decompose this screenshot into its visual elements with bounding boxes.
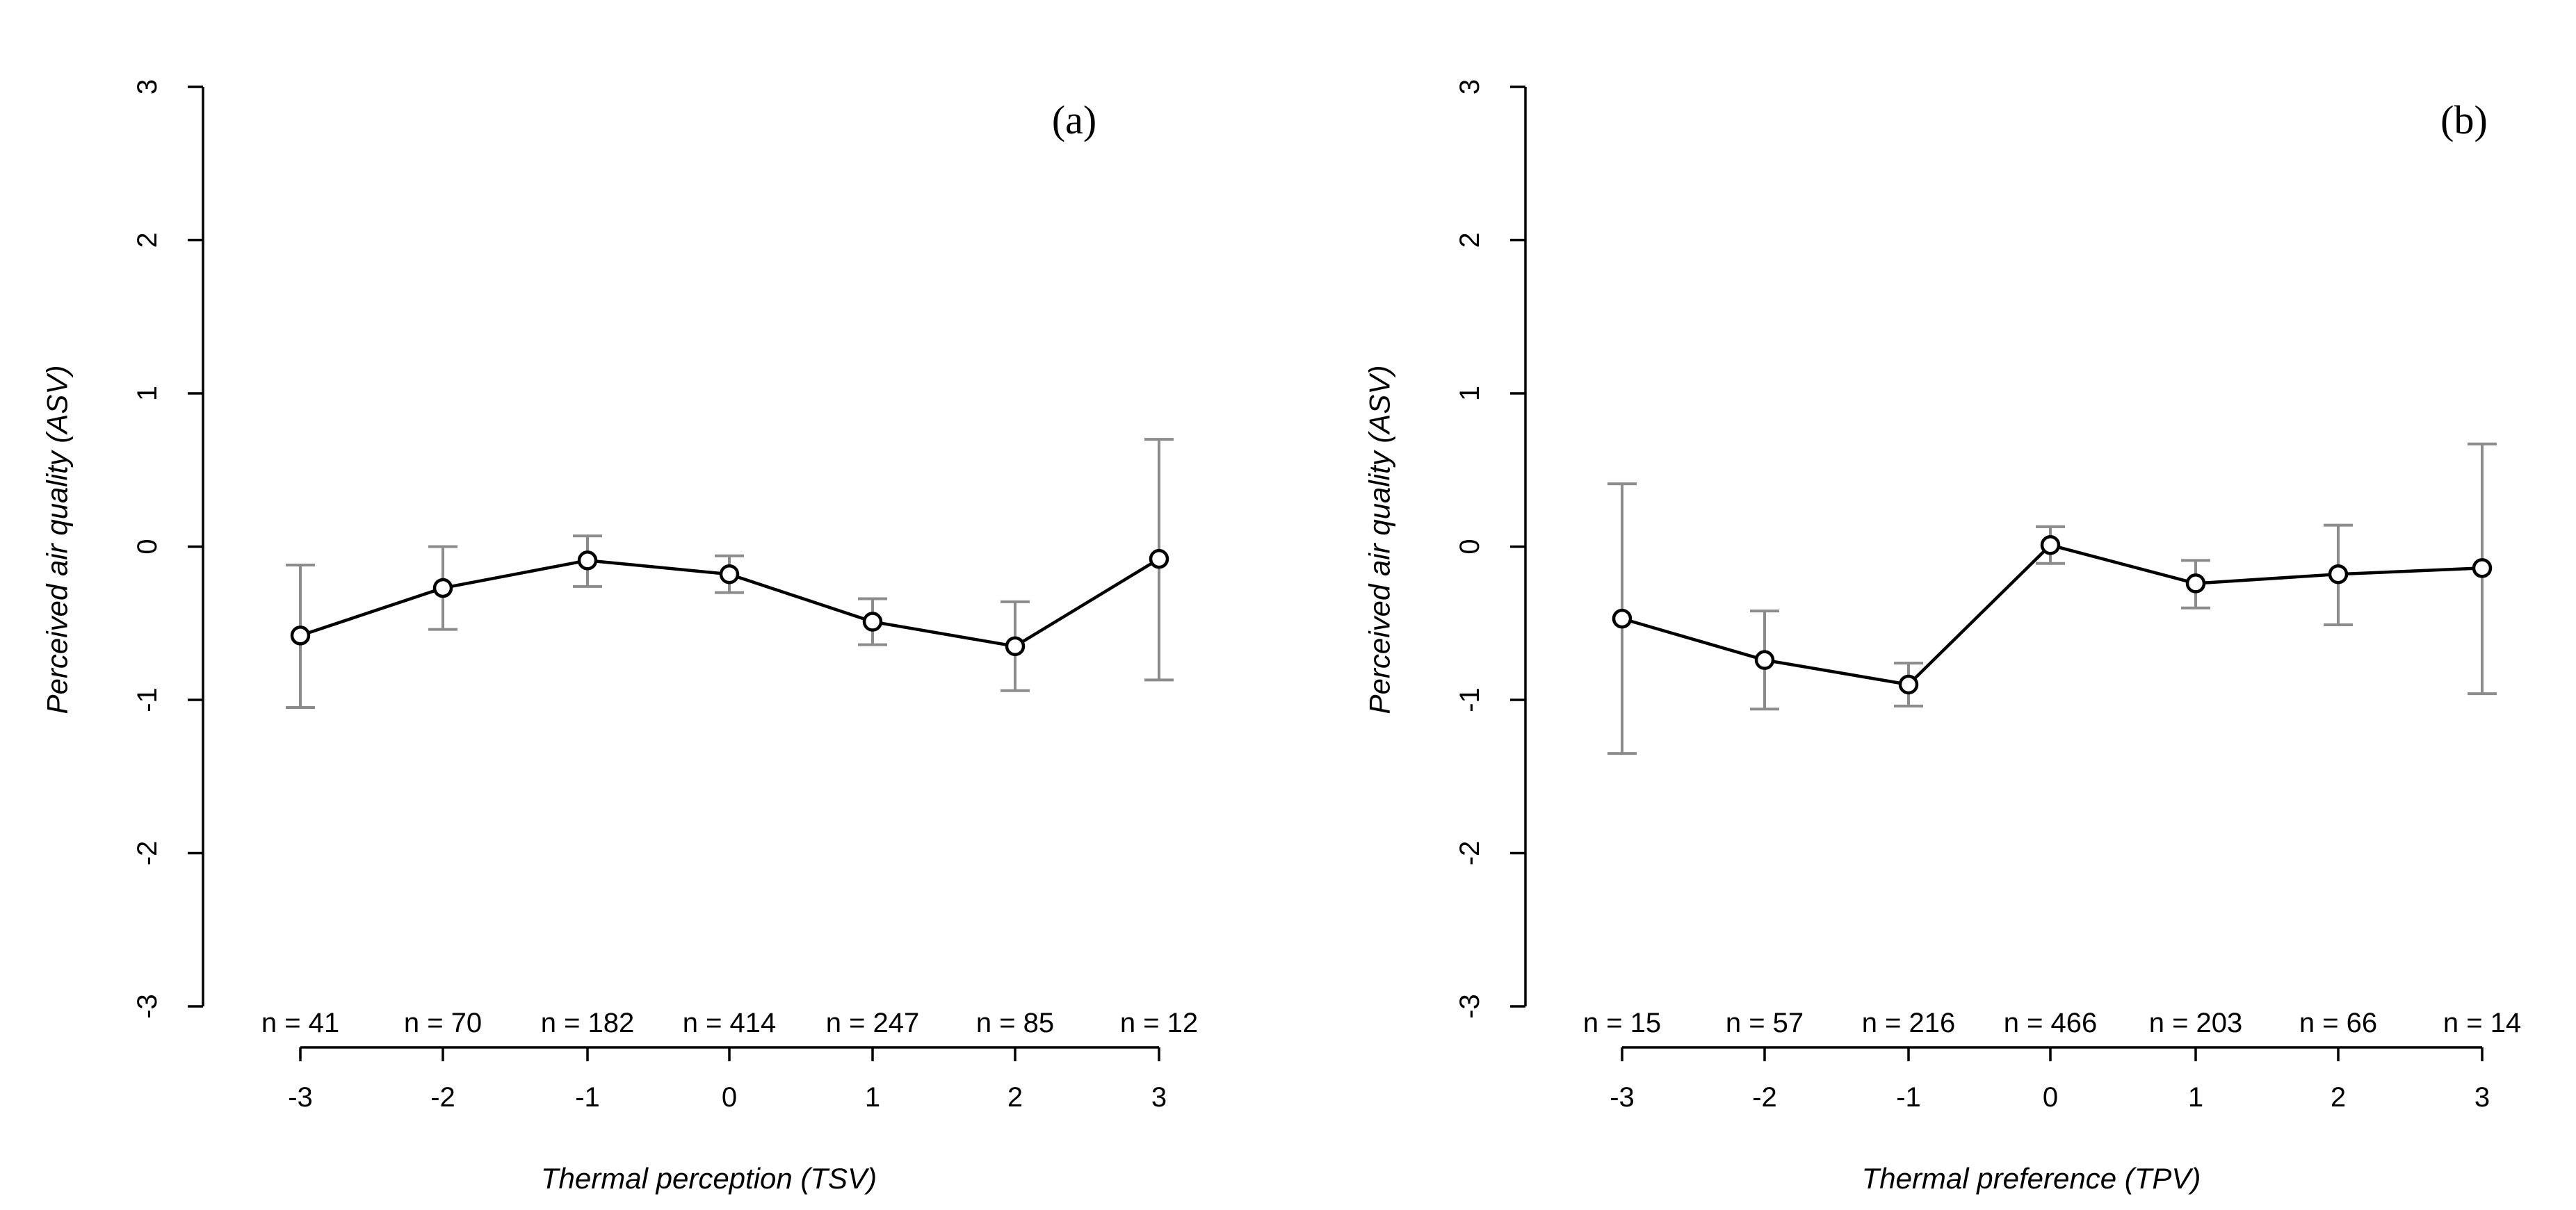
x-tick-label: -3 <box>1610 1082 1635 1113</box>
panel-label: (b) <box>2440 97 2488 142</box>
x-tick-label: -2 <box>430 1082 455 1113</box>
y-tick-label: -2 <box>1455 841 1485 866</box>
data-point <box>2472 558 2493 578</box>
x-tick-label: 2 <box>2331 1082 2346 1113</box>
data-point <box>1898 674 1919 695</box>
sample-size-label: n = 216 <box>1862 1008 1956 1038</box>
y-tick-label: 0 <box>1455 539 1485 554</box>
sample-size-label: n = 14 <box>2443 1008 2521 1038</box>
data-point <box>1754 650 1775 670</box>
data-point <box>2185 573 2206 594</box>
x-tick-label: -1 <box>1896 1082 1921 1113</box>
x-tick-label: -3 <box>288 1082 313 1113</box>
y-tick-label: 2 <box>132 232 163 247</box>
sample-size-label: n = 57 <box>1726 1008 1804 1038</box>
sample-size-label: n = 12 <box>1120 1008 1198 1038</box>
series-line <box>1621 543 2483 687</box>
data-point <box>1005 636 1026 657</box>
y-tick-label: 1 <box>1455 386 1485 401</box>
sample-size-label: n = 66 <box>2299 1008 2377 1038</box>
panel-b: -3 -2 -1 0 1 2 3 Perceived air quality (ASV) -3 n… <box>1363 79 2522 1195</box>
panel-a: -3 -2 -1 0 1 2 3 Perceived air quality (ASV) -3 n… <box>41 79 1199 1195</box>
y-tick-label: 0 <box>132 539 163 554</box>
x-tick-label: -1 <box>575 1082 600 1113</box>
x-tick-label: 3 <box>2474 1082 2490 1113</box>
x-tick-label: 3 <box>1151 1082 1167 1113</box>
y-tick-label: 1 <box>132 386 163 401</box>
sample-size-label: n = 182 <box>541 1008 635 1038</box>
data-point <box>290 626 311 646</box>
y-tick-label: -1 <box>132 687 163 712</box>
y-tick-label: -1 <box>1455 687 1485 712</box>
y-tick-label: -3 <box>132 994 163 1019</box>
x-tick-label: 2 <box>1007 1082 1023 1113</box>
data-point <box>432 578 453 598</box>
x-tick-label: 0 <box>2043 1082 2058 1113</box>
data-point <box>577 550 598 571</box>
data-point <box>862 612 883 632</box>
panel-label: (a) <box>1052 97 1096 142</box>
data-point <box>1612 608 1633 629</box>
x-axis-title: Thermal preference (TPV) <box>1862 1162 2201 1195</box>
y-tick-label: -2 <box>132 841 163 866</box>
y-tick-label: 2 <box>1455 232 1485 247</box>
y-tick-label: 3 <box>132 79 163 95</box>
sample-size-label: n = 203 <box>2149 1008 2243 1038</box>
sample-size-label: n = 41 <box>261 1008 339 1038</box>
x-tick-label: 1 <box>865 1082 880 1113</box>
sample-size-label: n = 247 <box>826 1008 920 1038</box>
data-point <box>2328 564 2349 584</box>
y-axis-title: Perceived air quality (ASV) <box>41 366 74 714</box>
sample-size-label: n = 70 <box>404 1008 482 1038</box>
x-axis-title: Thermal perception (TSV) <box>541 1162 877 1195</box>
sample-size-label: n = 85 <box>976 1008 1054 1038</box>
x-tick-label: -2 <box>1752 1082 1777 1113</box>
x-tick-label: 0 <box>722 1082 737 1113</box>
sample-size-label: n = 466 <box>2004 1008 2098 1038</box>
sample-size-label: n = 15 <box>1583 1008 1661 1038</box>
x-tick-label: 1 <box>2188 1082 2203 1113</box>
y-tick-label: 3 <box>1455 79 1485 95</box>
data-point <box>2040 535 2061 555</box>
y-axis-title: Perceived air quality (ASV) <box>1363 366 1396 714</box>
data-point <box>1149 548 1169 569</box>
sample-size-label: n = 414 <box>683 1008 777 1038</box>
data-point <box>719 564 740 584</box>
y-tick-label: -3 <box>1455 994 1485 1019</box>
